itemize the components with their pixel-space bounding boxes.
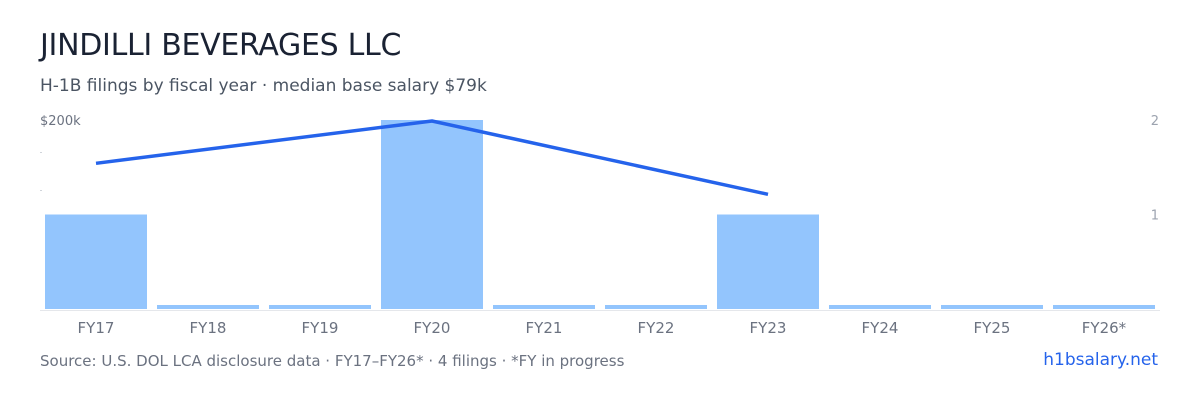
chart-title: JINDILLI BEVERAGES LLC bbox=[40, 28, 402, 63]
site-link[interactable]: h1bsalary.net bbox=[1043, 350, 1158, 370]
bar bbox=[829, 305, 931, 309]
x-tick-label: FY17 bbox=[78, 319, 115, 337]
right-axis-tick-label: 2 bbox=[1151, 114, 1159, 129]
x-tick-label: FY23 bbox=[750, 319, 787, 337]
x-tick-label: FY18 bbox=[190, 319, 227, 337]
bar bbox=[941, 305, 1043, 309]
left-axis-minor-tick bbox=[40, 190, 42, 191]
bar bbox=[157, 305, 259, 309]
chart-subtitle: H-1B filings by fiscal year · median bas… bbox=[40, 76, 487, 96]
x-tick-label: FY19 bbox=[302, 319, 339, 337]
bar bbox=[45, 214, 147, 309]
source-note: Source: U.S. DOL LCA disclosure data · F… bbox=[40, 352, 625, 370]
bar bbox=[493, 305, 595, 309]
bar bbox=[269, 305, 371, 309]
x-tick-label: FY21 bbox=[526, 319, 563, 337]
left-axis-minor-tick bbox=[40, 152, 42, 153]
bar bbox=[605, 305, 707, 309]
x-tick-label: FY20 bbox=[414, 319, 451, 337]
bar bbox=[1053, 305, 1155, 309]
right-axis-tick-label: 1 bbox=[1151, 209, 1159, 224]
x-tick-label: FY22 bbox=[638, 319, 675, 337]
x-tick-label: FY24 bbox=[862, 319, 899, 337]
x-tick-label: FY25 bbox=[974, 319, 1011, 337]
x-tick-label: FY26* bbox=[1082, 319, 1127, 337]
bar bbox=[381, 120, 483, 309]
left-axis-tick-label: $200k bbox=[40, 114, 81, 129]
bar bbox=[717, 214, 819, 309]
salary-line bbox=[95, 119, 769, 197]
